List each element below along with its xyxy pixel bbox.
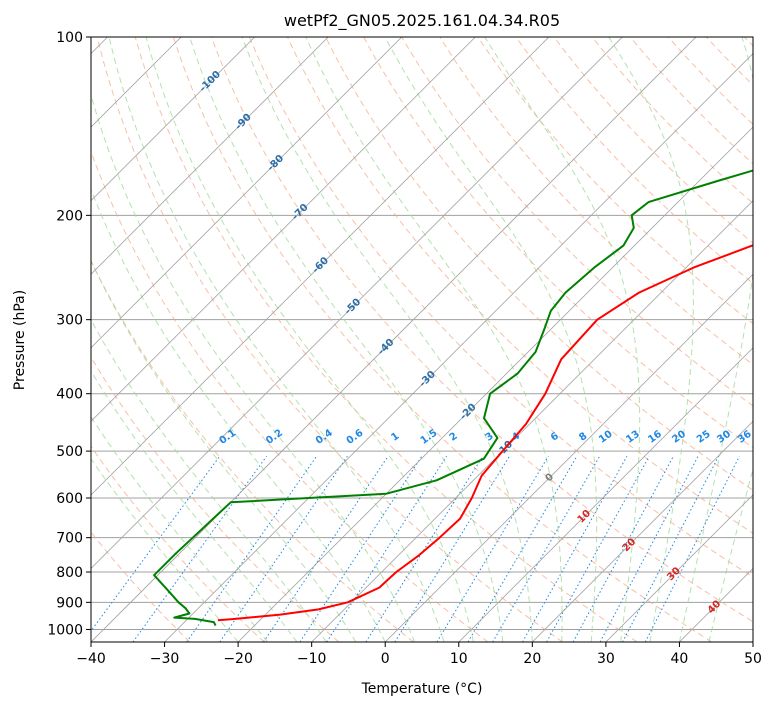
x-tick-label: 10 <box>450 651 468 667</box>
dry-adiabats <box>91 37 753 642</box>
mixing-ratio-line <box>622 455 720 642</box>
x-tick-label: 0 <box>381 651 390 667</box>
y-tick-label: 100 <box>56 30 83 46</box>
isotherm-line <box>311 200 753 642</box>
isotherm-line <box>91 37 476 422</box>
moist-adiabat-line <box>678 37 753 642</box>
dry-adiabat-line <box>515 37 753 284</box>
x-tick-label: −10 <box>297 651 327 667</box>
isotherm-line <box>605 494 753 642</box>
moist-adiabat-line <box>91 318 327 642</box>
dry-adiabat-line <box>477 37 753 325</box>
y-tick-label: 900 <box>56 595 83 611</box>
dry-adiabat-line <box>248 37 753 578</box>
x-axis-label: Temperature (°C) <box>361 681 483 697</box>
moist-adiabat-line <box>708 467 753 642</box>
y-tick-label: 500 <box>56 444 83 460</box>
x-tick-label: −30 <box>150 651 180 667</box>
isotherm-line <box>91 37 255 202</box>
isotherm-line <box>91 37 403 349</box>
mixing-ratio-line <box>299 455 423 642</box>
isotherm-line <box>91 37 623 570</box>
isotherm-gridlines <box>91 37 753 642</box>
mixing-ratio-line <box>599 455 699 642</box>
isotherm-line <box>91 37 697 642</box>
dry-adiabat-line <box>591 37 753 204</box>
moist-adiabat-line <box>91 415 268 642</box>
moist-adiabat-line <box>384 37 598 642</box>
mixing-ratio-line <box>326 455 448 642</box>
x-tick-label: −40 <box>76 651 106 667</box>
mixing-ratio-line <box>644 455 740 642</box>
x-axis-ticks: −40 −30 −20 −10 0 10 20 30 40 50 <box>76 642 762 667</box>
plot-area: 0.1 0.2 0.4 0.6 1 1.5 2 3 4 6 8 10 13 16 20 25 30 36-100-… <box>91 37 753 642</box>
mixing-ratio-line <box>186 455 318 642</box>
y-tick-label: 800 <box>56 565 83 581</box>
y-tick-label: 700 <box>56 531 83 547</box>
moist-adiabat-line <box>108 37 445 642</box>
dry-adiabat-line <box>325 37 753 491</box>
y-tick-label: 1000 <box>47 622 83 638</box>
isotherm-line <box>164 52 753 642</box>
moist-adiabat-line <box>91 188 386 642</box>
moist-adiabat-line <box>484 37 641 642</box>
mixing-ratio-line <box>219 455 348 642</box>
isotherm-line <box>91 37 550 496</box>
moist-adiabat-line <box>189 37 504 642</box>
mixing-ratio-line <box>91 455 221 632</box>
y-axis-ticks: 100 200 300 400 500 600 700 800 900 1000 <box>47 30 91 638</box>
y-tick-label: 300 <box>56 313 83 329</box>
mixing-ratio-line <box>263 455 389 642</box>
dewpoint-profile-line <box>153 169 753 627</box>
y-tick-label: 400 <box>56 387 83 403</box>
chart-title: wetPf2_GN05.2025.161.04.34.R05 <box>284 11 560 31</box>
plot-frame <box>90 36 754 643</box>
x-tick-label: 40 <box>671 651 689 667</box>
sounding-profiles <box>153 169 753 627</box>
mixing-ratio-line <box>546 455 650 642</box>
dry-adiabat-line <box>629 37 753 165</box>
moist-adiabat-line <box>91 457 239 642</box>
mixing-ratio-line <box>365 455 484 642</box>
mixing-ratio-line <box>436 455 549 642</box>
isotherm-line <box>458 347 753 642</box>
y-tick-label: 200 <box>56 208 83 224</box>
dry-adiabat-line <box>91 445 265 642</box>
y-tick-label: 600 <box>56 491 83 507</box>
y-axis-label: Pressure (hPa) <box>12 290 28 390</box>
moist-adiabat-line <box>91 369 298 642</box>
moist-adiabat-line <box>608 37 694 642</box>
x-tick-label: 50 <box>744 651 762 667</box>
dry-adiabat-line <box>91 259 414 642</box>
x-tick-label: 20 <box>523 651 541 667</box>
mixing-ratio-line <box>394 455 510 642</box>
dry-adiabat-line <box>172 37 713 642</box>
dry-adiabat-line <box>401 37 753 407</box>
isotherm-line <box>384 273 753 642</box>
x-tick-label: 30 <box>597 651 615 667</box>
dry-adiabat-line <box>96 37 563 642</box>
moist-adiabat-line <box>305 37 563 642</box>
dry-adiabat-line <box>134 37 638 642</box>
dry-adiabat-line <box>210 37 753 623</box>
x-tick-label: −20 <box>223 651 253 667</box>
moist-adiabat-line <box>91 259 357 642</box>
isobar-gridlines <box>91 37 753 630</box>
moist-adiabats <box>91 37 753 642</box>
isotherm-line <box>532 420 753 642</box>
isotherm-line <box>91 37 329 275</box>
temperature-profile-line <box>217 244 753 622</box>
mixing-ratio-lines <box>91 455 740 642</box>
moist-adiabat-line <box>241 37 533 642</box>
